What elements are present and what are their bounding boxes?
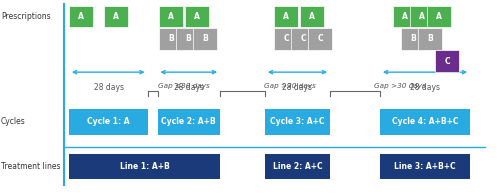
Text: A: A [113,12,119,21]
Bar [410,6,434,27]
Text: Line 1: A+B: Line 1: A+B [120,162,170,171]
Bar [176,28,200,50]
Text: Gap >30 days: Gap >30 days [264,83,316,89]
Text: 28 days: 28 days [174,83,204,92]
Bar [158,109,220,135]
Text: B: B [202,34,208,43]
Text: A: A [436,12,442,21]
Bar [69,109,148,135]
Bar [69,6,93,27]
Text: B: B [427,34,433,43]
Text: Cycles: Cycles [1,117,26,126]
Text: Line 2: A+C: Line 2: A+C [272,162,322,171]
Text: C: C [444,57,450,66]
Bar [418,28,442,50]
Text: B: B [168,34,174,43]
Bar [265,109,330,135]
Text: A: A [168,12,174,21]
Bar [380,109,470,135]
Bar [265,154,330,179]
Text: Treatment lines: Treatment lines [1,162,60,171]
Text: C: C [283,34,289,43]
Text: A: A [194,12,200,21]
Text: Line 3: A+B+C: Line 3: A+B+C [394,162,456,171]
Text: Prescriptions: Prescriptions [1,12,50,21]
Bar [104,6,128,27]
Text: Gap ≤30 days: Gap ≤30 days [158,83,210,89]
Bar [274,6,298,27]
Text: Gap >30 days: Gap >30 days [374,83,426,89]
Bar [69,154,220,179]
Text: A: A [419,12,425,21]
Text: 28 days: 28 days [410,83,440,92]
Bar [185,6,209,27]
Bar [274,28,298,50]
Bar [193,28,217,50]
Text: 28 days: 28 days [282,83,312,92]
Text: A: A [402,12,408,21]
Text: C: C [300,34,306,43]
Bar [380,154,470,179]
Text: Cycle 2: A+B: Cycle 2: A+B [162,117,216,126]
Text: B: B [185,34,191,43]
Bar [427,6,451,27]
Text: A: A [283,12,289,21]
Bar [291,28,315,50]
Text: A: A [309,12,315,21]
Text: C: C [317,34,323,43]
Text: A: A [78,12,84,21]
Text: Cycle 1: A: Cycle 1: A [87,117,130,126]
Bar [300,6,324,27]
Text: 28 days: 28 days [94,83,124,92]
Bar [401,28,425,50]
Text: Cycle 4: A+B+C: Cycle 4: A+B+C [392,117,458,126]
Text: Cycle 3: A+C: Cycle 3: A+C [270,117,325,126]
Bar [308,28,332,50]
Text: B: B [410,34,416,43]
Bar [159,6,183,27]
Bar [159,28,183,50]
Bar [393,6,417,27]
Bar [435,50,459,72]
